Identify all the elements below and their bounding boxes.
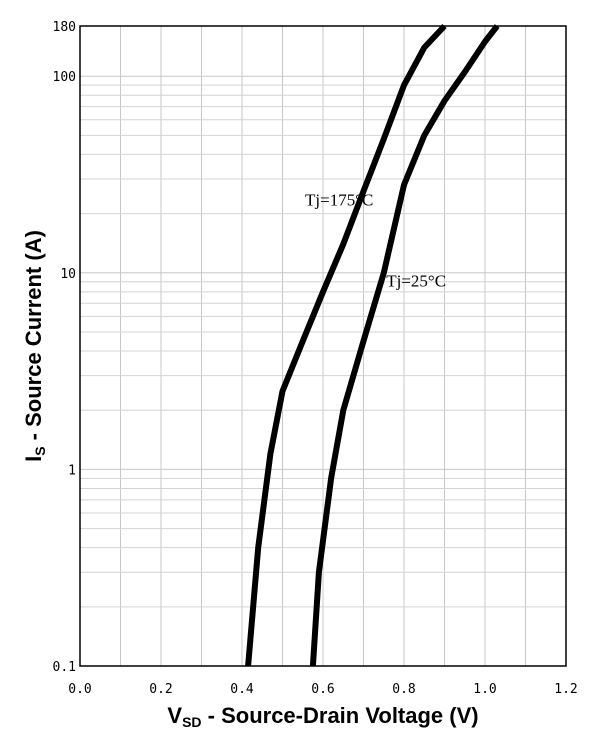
x-tick-label: 0.0 [68, 682, 91, 697]
x-tick-label: 1.2 [554, 682, 577, 697]
x-tick-label: 0.8 [392, 682, 415, 697]
y-tick-label: 0.1 [53, 660, 76, 675]
y-tick-label: 10 [60, 267, 76, 282]
series-layer [245, 23, 500, 667]
y-tick-labels: 0.1 1 10 100 180 [53, 20, 76, 675]
grid [80, 26, 566, 666]
y-tick-label: 180 [53, 20, 76, 35]
y-tick-label: 1 [68, 463, 76, 478]
y-axis-title: IS - Source Current (A) [21, 230, 48, 462]
x-axis-title: VSD - Source-Drain Voltage (V) [167, 703, 478, 730]
plot-frame [79, 25, 567, 667]
x-tick-labels: 0.0 0.2 0.4 0.6 0.8 1.0 1.2 [68, 682, 577, 697]
x-tick-label: 1.0 [473, 682, 496, 697]
series-line-tj-25c [309, 24, 500, 667]
x-tick-label: 0.2 [149, 682, 172, 697]
x-tick-label: 0.6 [311, 682, 334, 697]
series-line-tj-175c [245, 23, 447, 667]
annotations: Tj=175°C Tj=25°C [305, 190, 446, 290]
y-tick-label: 100 [53, 70, 76, 85]
series-annotation-tj-25c: Tj=25°C [386, 272, 446, 291]
x-tick-label: 0.4 [230, 682, 254, 697]
series-annotation-tj-175c: Tj=175°C [305, 190, 373, 209]
